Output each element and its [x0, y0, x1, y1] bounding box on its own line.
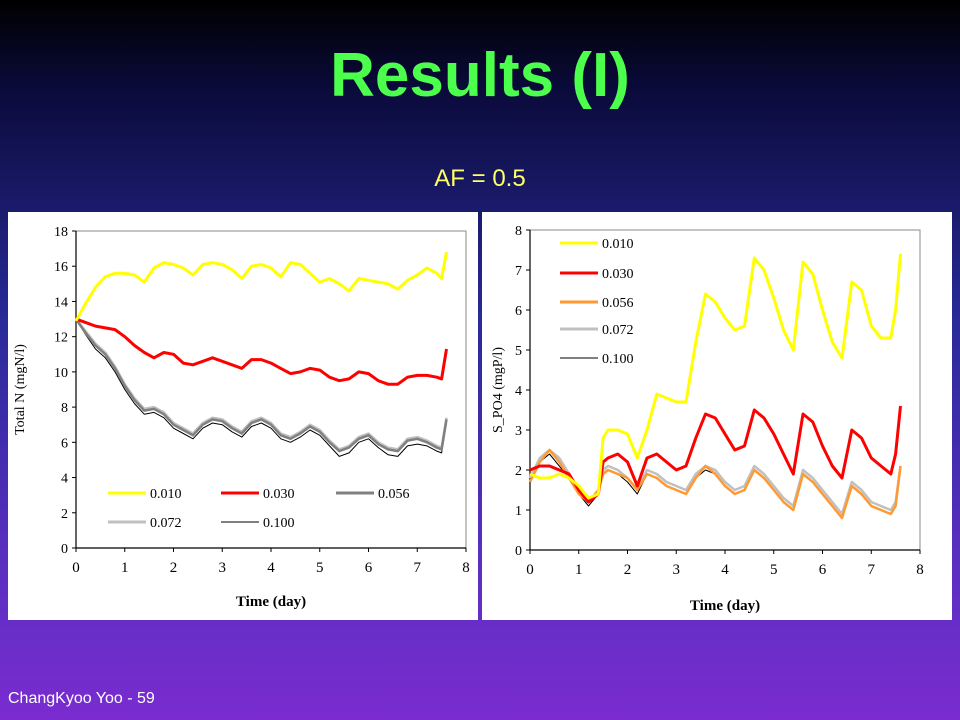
right-x-axis-label: Time (day) [690, 598, 760, 614]
right-x-tick-label: 2 [624, 562, 632, 578]
left-y-tick-label: 8 [61, 401, 68, 416]
left-y-tick-label: 10 [54, 366, 68, 381]
left-legend-label: 0.010 [150, 487, 182, 502]
left-x-tick-label: 3 [219, 560, 227, 576]
left-y-tick-label: 12 [54, 331, 68, 346]
left-x-axis-label: Time (day) [236, 594, 306, 610]
left-series-line-0-010 [74, 251, 448, 322]
left-x-tick-label: 4 [267, 560, 275, 576]
left-x-tick-label: 8 [462, 560, 470, 576]
right-y-tick-label: 6 [515, 304, 522, 319]
right-series-line-0-010 [529, 253, 902, 500]
left-legend-label: 0.056 [378, 487, 410, 502]
right-legend-label: 0.100 [602, 352, 634, 367]
left-y-tick-label: 4 [61, 472, 68, 487]
right-annotation: CTR [659, 243, 708, 270]
left-legend-label: 0.030 [263, 487, 295, 502]
left-x-tick-label: 7 [414, 560, 422, 576]
slide-footer: ChangKyoo Yoo - 59 [8, 690, 155, 707]
left-legend-label: 0.072 [150, 516, 182, 531]
left-series-line-0-030 [75, 317, 448, 386]
right-y-tick-label: 5 [515, 344, 522, 359]
left-y-tick-label: 18 [54, 225, 68, 240]
right-x-tick-label: 6 [819, 562, 827, 578]
right-legend-label: 0.072 [602, 323, 634, 338]
s-po4-chart: 0 1 2 3 4 5 6 7 8 0 1 2 3 4 5 6 7 8 Time (day) S_PO4 (mgP/l… [482, 212, 952, 620]
left-x-tick-label: 0 [72, 560, 80, 576]
right-y-tick-label: 1 [515, 504, 522, 519]
left-y-tick-label: 0 [61, 542, 68, 557]
right-y-tick-label: 8 [515, 224, 522, 239]
right-y-tick-label: 2 [515, 464, 522, 479]
right-x-tick-label: 3 [673, 562, 681, 578]
right-legend-label: 0.010 [602, 237, 634, 252]
right-legend-label: 0.030 [602, 267, 634, 282]
left-x-tick-label: 5 [316, 560, 324, 576]
right-y-tick-label: 4 [515, 384, 522, 399]
left-x-tick-label: 2 [170, 560, 178, 576]
right-x-tick-label: 7 [868, 562, 876, 578]
left-y-tick-label: 6 [61, 436, 68, 451]
right-y-tick-label: 0 [515, 544, 522, 559]
left-chart-area [8, 212, 478, 620]
right-x-tick-label: 8 [916, 562, 924, 578]
right-x-tick-label: 0 [526, 562, 534, 578]
left-y-tick-label: 14 [54, 295, 68, 310]
right-chart-area [482, 212, 952, 620]
left-series-line-0-056 [74, 318, 448, 453]
left-y-axis-label: Total N (mgN/l) [13, 344, 28, 435]
left-legend-label: 0.100 [263, 516, 295, 531]
slide-subtitle: AF = 0.5 [434, 165, 526, 192]
left-x-tick-label: 1 [121, 560, 129, 576]
left-y-tick-label: 2 [61, 507, 68, 522]
right-y-axis-label: S_PO4 (mgP/l) [491, 347, 506, 433]
left-y-tick-label: 16 [54, 260, 68, 275]
left-series-line-0-100 [75, 318, 447, 457]
slide-title: Results (I) [330, 41, 630, 110]
right-legend-label: 0.056 [602, 296, 634, 311]
right-x-tick-label: 5 [770, 562, 778, 578]
right-y-tick-label: 3 [515, 424, 522, 439]
right-x-tick-label: 1 [575, 562, 583, 578]
left-x-tick-label: 6 [365, 560, 373, 576]
right-y-tick-label: 7 [515, 264, 522, 279]
right-x-tick-label: 4 [721, 562, 729, 578]
